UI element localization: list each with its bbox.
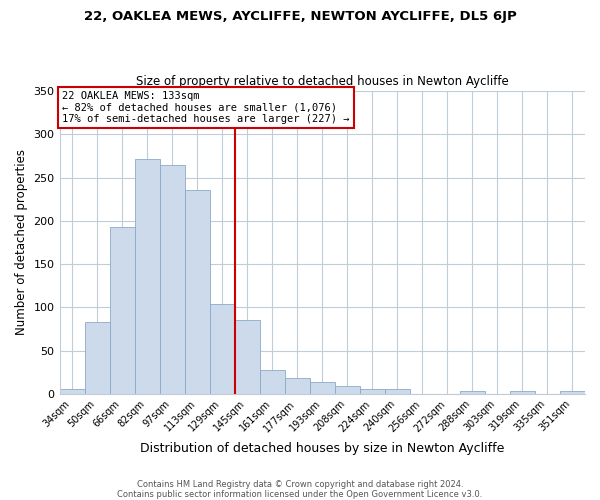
Text: 22 OAKLEA MEWS: 133sqm
← 82% of detached houses are smaller (1,076)
17% of semi-: 22 OAKLEA MEWS: 133sqm ← 82% of detached… xyxy=(62,91,350,124)
Title: Size of property relative to detached houses in Newton Aycliffe: Size of property relative to detached ho… xyxy=(136,76,509,88)
Bar xyxy=(510,391,535,394)
Y-axis label: Number of detached properties: Number of detached properties xyxy=(15,150,28,336)
Bar xyxy=(260,370,285,394)
X-axis label: Distribution of detached houses by size in Newton Aycliffe: Distribution of detached houses by size … xyxy=(140,442,505,455)
Bar xyxy=(59,388,85,394)
Bar xyxy=(460,391,485,394)
Bar xyxy=(285,378,310,394)
Bar xyxy=(134,158,160,394)
Text: Contains HM Land Registry data © Crown copyright and database right 2024.: Contains HM Land Registry data © Crown c… xyxy=(137,480,463,489)
Bar xyxy=(335,386,360,394)
Bar xyxy=(185,190,209,394)
Text: Contains public sector information licensed under the Open Government Licence v3: Contains public sector information licen… xyxy=(118,490,482,499)
Bar xyxy=(235,320,260,394)
Bar xyxy=(385,390,410,394)
Bar xyxy=(310,382,335,394)
Bar xyxy=(360,388,385,394)
Bar xyxy=(560,391,585,394)
Text: 22, OAKLEA MEWS, AYCLIFFE, NEWTON AYCLIFFE, DL5 6JP: 22, OAKLEA MEWS, AYCLIFFE, NEWTON AYCLIF… xyxy=(83,10,517,23)
Bar xyxy=(209,304,235,394)
Bar xyxy=(110,227,134,394)
Bar xyxy=(160,164,185,394)
Bar xyxy=(85,322,110,394)
